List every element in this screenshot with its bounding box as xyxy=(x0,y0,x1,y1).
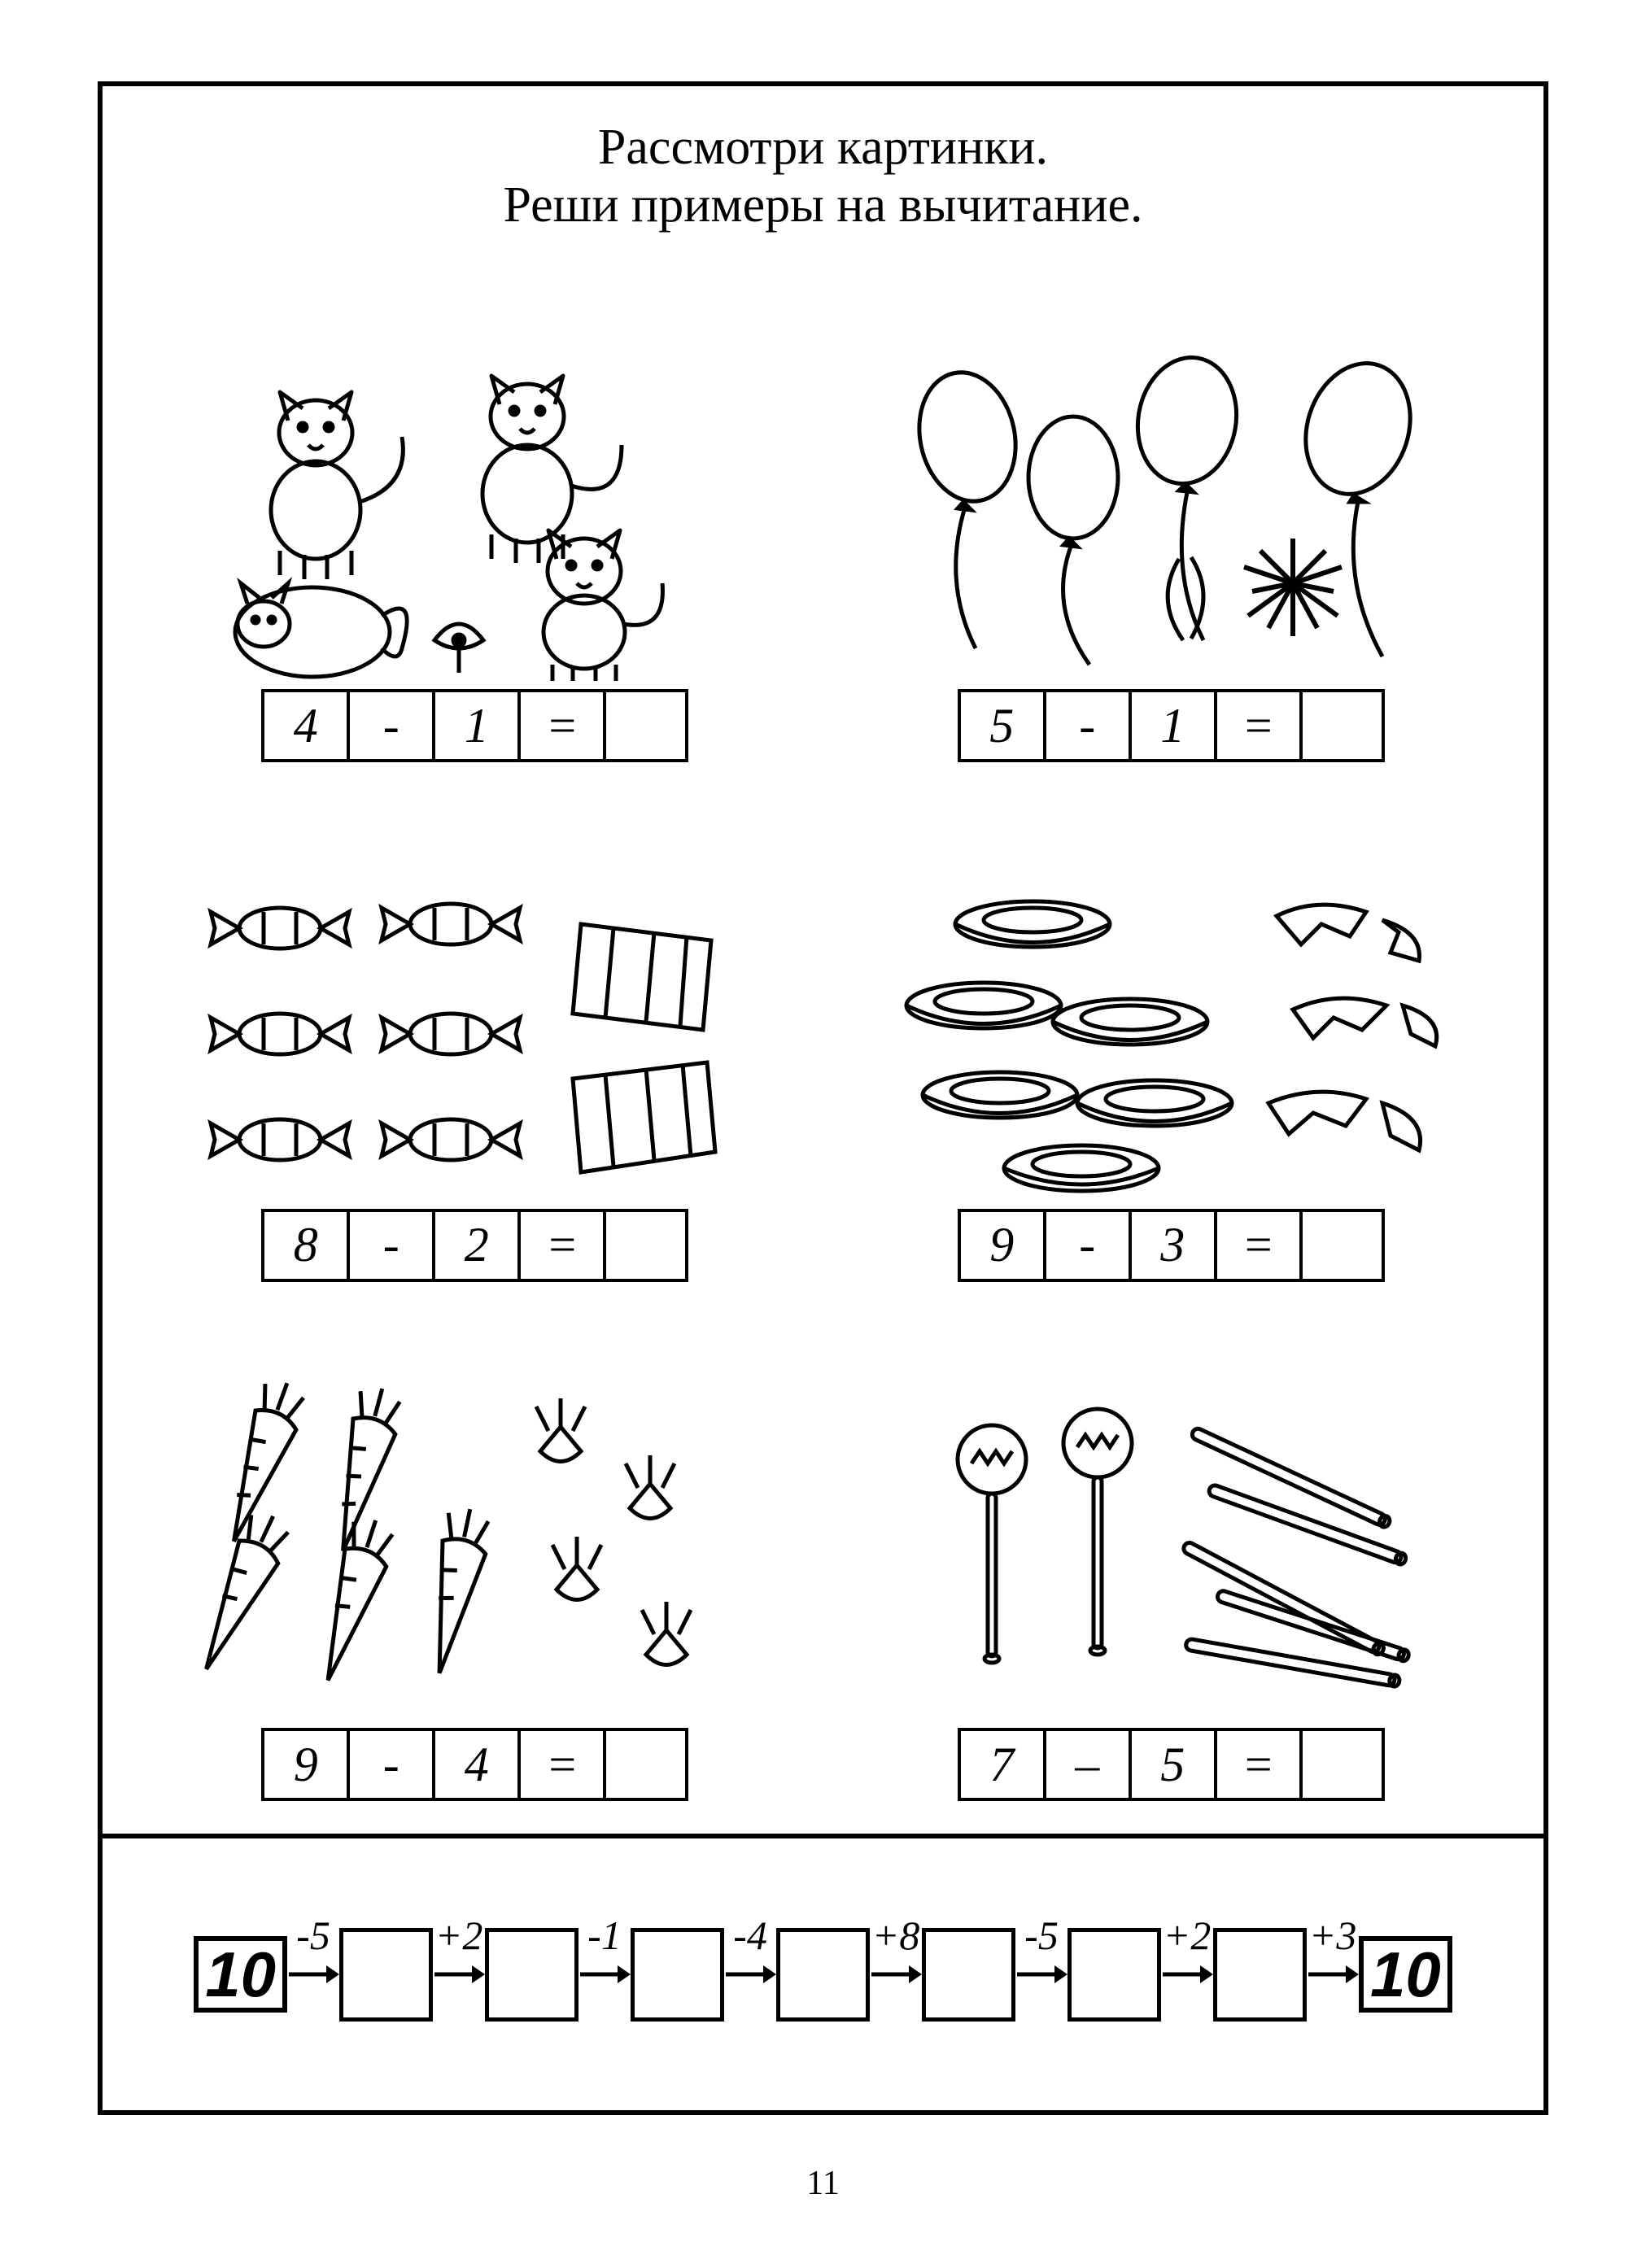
number-chain-panel: 10 -5 +2 -1 -4 +8 -5 +2 +3 10 xyxy=(103,1834,1543,2110)
eq-operand-a: 9 xyxy=(958,1209,1043,1282)
eq-answer-blank[interactable] xyxy=(1299,689,1385,762)
eq-operator: - xyxy=(347,1209,432,1282)
chain-blank[interactable] xyxy=(776,1928,870,2022)
eq-operator: - xyxy=(1043,689,1129,762)
chain-blank[interactable] xyxy=(1213,1928,1307,2022)
eq-answer-blank[interactable] xyxy=(1299,1209,1385,1282)
content-frame: Рассмотри картинки. Реши примеры на вычи… xyxy=(98,81,1548,2115)
arrow-icon xyxy=(287,1962,339,1987)
problem-plates: 9 - 3 = xyxy=(848,795,1495,1281)
arrow-icon xyxy=(1161,1962,1213,1987)
eq-operand-a: 8 xyxy=(261,1209,347,1282)
eq-equals: = xyxy=(517,1209,603,1282)
carrots-icon xyxy=(151,1378,799,1720)
problem-cats: 4 - 1 = xyxy=(151,276,799,762)
eq-operand-b: 1 xyxy=(432,689,517,762)
chain-op: +8 xyxy=(870,1912,922,1959)
worksheet-page: Рассмотри картинки. Реши примеры на вычи… xyxy=(0,0,1646,2268)
eq-operand-b: 2 xyxy=(432,1209,517,1282)
eq-equals: = xyxy=(1214,1209,1299,1282)
arrow-icon xyxy=(579,1962,631,1987)
chain-blank[interactable] xyxy=(485,1928,579,2022)
lollipops-icon xyxy=(848,1378,1495,1720)
chain-op: -4 xyxy=(724,1912,776,1959)
eq-operator: - xyxy=(347,689,432,762)
eq-equals: = xyxy=(1214,1728,1299,1801)
equation-row: 9 - 4 = xyxy=(261,1728,688,1801)
equation-row: 8 - 2 = xyxy=(261,1209,688,1282)
eq-operator: – xyxy=(1043,1728,1129,1801)
cats-icon xyxy=(151,339,799,681)
eq-operator: - xyxy=(1043,1209,1129,1282)
arrow-icon xyxy=(870,1962,922,1987)
equation-row: 4 - 1 = xyxy=(261,689,688,762)
eq-operand-a: 4 xyxy=(261,689,347,762)
equation-row: 7 – 5 = xyxy=(958,1728,1385,1801)
arrow-icon xyxy=(724,1962,776,1987)
title-line-1: Рассмотри картинки. xyxy=(119,119,1527,177)
arrow-icon xyxy=(1307,1962,1359,1987)
chain-start-value: 10 xyxy=(194,1936,287,2013)
chain-blank[interactable] xyxy=(631,1928,724,2022)
chain-blank[interactable] xyxy=(339,1928,433,2022)
eq-equals: = xyxy=(1214,689,1299,762)
eq-operator: - xyxy=(347,1728,432,1801)
chain-blank[interactable] xyxy=(1067,1928,1161,2022)
number-chain: 10 -5 +2 -1 -4 +8 -5 +2 +3 10 xyxy=(194,1928,1452,2022)
problem-balloons: 5 - 1 = xyxy=(848,276,1495,762)
chain-op: -1 xyxy=(579,1912,631,1959)
eq-operand-b: 4 xyxy=(432,1728,517,1801)
title-line-2: Реши примеры на вычитание. xyxy=(119,177,1527,234)
title: Рассмотри картинки. Реши примеры на вычи… xyxy=(103,86,1543,260)
candies-icon xyxy=(151,859,799,1201)
equation-row: 5 - 1 = xyxy=(958,689,1385,762)
eq-answer-blank[interactable] xyxy=(1299,1728,1385,1801)
chain-blank[interactable] xyxy=(922,1928,1015,2022)
eq-equals: = xyxy=(517,1728,603,1801)
page-number: 11 xyxy=(0,2164,1646,2203)
chain-op: +2 xyxy=(433,1912,485,1959)
plates-icon xyxy=(848,859,1495,1201)
chain-op: -5 xyxy=(287,1912,339,1959)
chain-op: +3 xyxy=(1307,1912,1359,1959)
eq-operand-a: 5 xyxy=(958,689,1043,762)
arrow-icon xyxy=(433,1962,485,1987)
eq-operand-a: 9 xyxy=(261,1728,347,1801)
eq-operand-b: 3 xyxy=(1129,1209,1214,1282)
eq-answer-blank[interactable] xyxy=(603,1209,688,1282)
chain-end-value: 10 xyxy=(1359,1936,1452,2013)
eq-operand-b: 5 xyxy=(1129,1728,1214,1801)
problems-grid: 4 - 1 = xyxy=(103,260,1543,1834)
problem-lollipops: 7 – 5 = xyxy=(848,1315,1495,1801)
eq-answer-blank[interactable] xyxy=(603,1728,688,1801)
problem-carrots: 9 - 4 = xyxy=(151,1315,799,1801)
chain-op: -5 xyxy=(1015,1912,1067,1959)
eq-operand-a: 7 xyxy=(958,1728,1043,1801)
balloons-icon xyxy=(848,339,1495,681)
eq-answer-blank[interactable] xyxy=(603,689,688,762)
arrow-icon xyxy=(1015,1962,1067,1987)
equation-row: 9 - 3 = xyxy=(958,1209,1385,1282)
chain-op: +2 xyxy=(1161,1912,1213,1959)
eq-equals: = xyxy=(517,689,603,762)
eq-operand-b: 1 xyxy=(1129,689,1214,762)
problem-candies: 8 - 2 = xyxy=(151,795,799,1281)
